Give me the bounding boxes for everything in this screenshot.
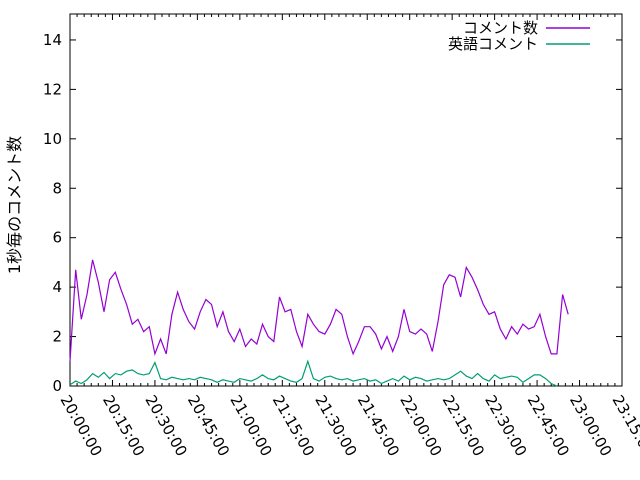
legend: コメント数 英語コメント <box>448 19 590 53</box>
legend-label-english-comments: 英語コメント <box>448 35 538 53</box>
y-tick-labels: 0 2 4 6 8 10 12 14 <box>43 31 62 395</box>
y-tick-label: 4 <box>52 278 62 296</box>
x-tick-label: 20:30:00 <box>141 392 190 459</box>
x-tick-label: 21:15:00 <box>269 392 318 459</box>
y-tick-label: 12 <box>43 80 62 98</box>
y-tick-label: 2 <box>52 328 62 346</box>
y-axis-title: 1秒毎のコメント数 <box>5 136 24 274</box>
y-tick-label: 0 <box>52 377 62 395</box>
x-tick-label: 21:00:00 <box>226 392 275 459</box>
x-tick-labels: 20:00:0020:15:0020:30:0020:45:0021:00:00… <box>57 392 640 459</box>
series-line-english-comments <box>69 359 558 387</box>
y-tick-label: 6 <box>52 229 62 247</box>
y-tick-label: 10 <box>43 130 62 148</box>
x-tick-label: 20:00:00 <box>57 392 106 459</box>
x-tick-label: 20:15:00 <box>99 392 148 459</box>
series-line-comment-count <box>69 259 569 362</box>
y-tick-label: 14 <box>43 31 62 49</box>
x-tick-label: 23:00:00 <box>566 392 615 459</box>
x-tick-label: 22:45:00 <box>524 392 573 459</box>
x-tick-label: 22:30:00 <box>481 392 530 459</box>
series-lines <box>69 259 569 387</box>
x-tick-label: 20:45:00 <box>184 392 233 459</box>
legend-label-comment-count: コメント数 <box>463 19 538 37</box>
x-tick-label: 21:30:00 <box>311 392 360 459</box>
x-tick-label: 22:00:00 <box>396 392 445 459</box>
axis-ticks <box>69 14 623 387</box>
x-tick-label: 22:15:00 <box>439 392 488 459</box>
x-tick-label: 21:45:00 <box>354 392 403 459</box>
y-tick-label: 8 <box>52 179 62 197</box>
